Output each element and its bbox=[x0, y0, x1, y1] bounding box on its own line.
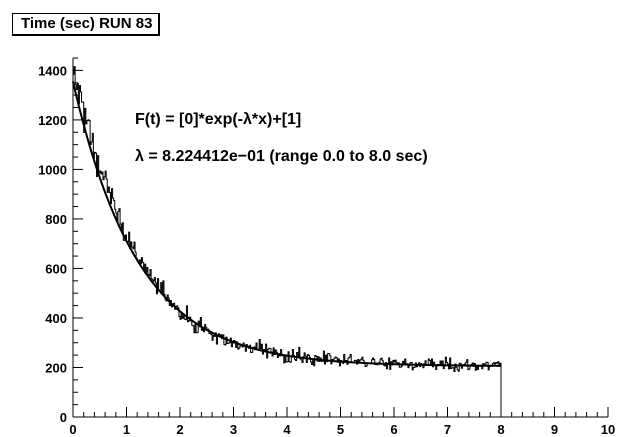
x-tick-label: 5 bbox=[337, 422, 344, 437]
x-tick-label: 2 bbox=[176, 422, 183, 437]
x-tick-label: 1 bbox=[123, 422, 130, 437]
x-tick-label: 10 bbox=[601, 422, 615, 437]
x-tick-label: 3 bbox=[230, 422, 237, 437]
y-tick-label: 800 bbox=[45, 212, 67, 227]
y-tick-label: 1200 bbox=[38, 113, 67, 128]
chart-title: Time (sec) RUN 83 bbox=[12, 13, 161, 36]
y-tick-label: 1000 bbox=[38, 162, 67, 177]
x-tick-label: 8 bbox=[497, 422, 504, 437]
x-tick-label: 0 bbox=[69, 422, 76, 437]
fit-formula: F(t) = [0]*exp(-λ*x)+[1] bbox=[135, 111, 301, 128]
fit-lambda-text: λ = 8.224412e−01 (range 0.0 to 8.0 sec) bbox=[135, 148, 428, 165]
y-tick-label: 400 bbox=[45, 311, 67, 326]
y-tick-label: 200 bbox=[45, 360, 67, 375]
x-tick-label: 6 bbox=[390, 422, 397, 437]
y-tick-label: 0 bbox=[60, 410, 67, 425]
x-tick-label: 4 bbox=[283, 422, 291, 437]
x-tick-label: 9 bbox=[551, 422, 558, 437]
fit-line bbox=[72, 81, 502, 367]
axes: 0 1 2 3 4 5 6 7 8 9 10 0 200 400 600 800 1000 1200 1400 bbox=[38, 57, 615, 437]
fit-curve bbox=[72, 81, 502, 367]
x-tick-label: 7 bbox=[444, 422, 451, 437]
y-tick-label: 600 bbox=[45, 261, 67, 276]
y-tick-label: 1400 bbox=[38, 63, 67, 78]
